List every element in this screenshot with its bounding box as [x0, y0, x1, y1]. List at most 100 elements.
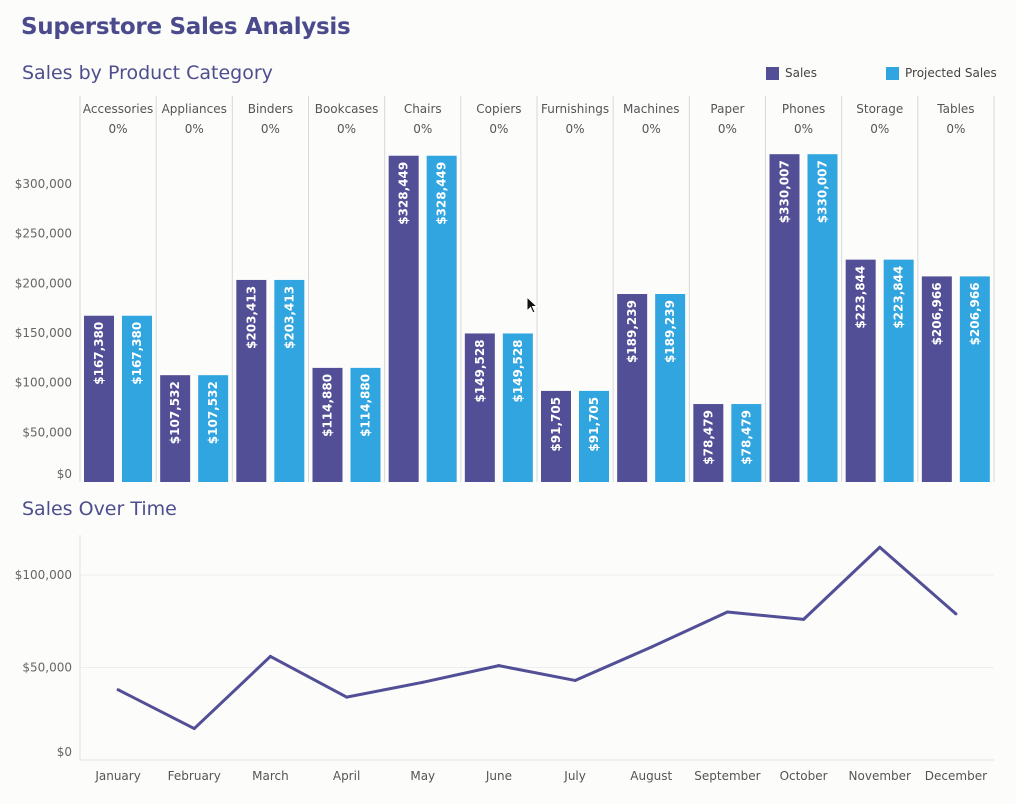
y-tick-label: $200,000	[15, 276, 72, 290]
category-percent-label: 0%	[566, 122, 585, 136]
bar-projected-sales[interactable]	[426, 155, 457, 482]
line-point[interactable]	[116, 688, 120, 692]
bar-sales[interactable]	[769, 154, 800, 482]
category-percent-label: 0%	[413, 122, 432, 136]
category-label: Storage	[856, 102, 903, 116]
bar-sales[interactable]	[84, 315, 114, 482]
line-point[interactable]	[573, 678, 577, 682]
bar-sales[interactable]	[388, 155, 419, 482]
bar-sales[interactable]	[693, 404, 724, 482]
category-percent-label: 0%	[261, 122, 280, 136]
x-tick-label: April	[333, 769, 360, 783]
line-point[interactable]	[421, 680, 425, 684]
category-percent-label: 0%	[946, 122, 965, 136]
bar-value-label: $114,880	[321, 374, 335, 437]
category-percent-label: 0%	[185, 122, 204, 136]
line-point[interactable]	[497, 664, 501, 668]
bar-projected-sales[interactable]	[883, 259, 914, 482]
category-percent-label: 0%	[642, 122, 661, 136]
bar-projected-sales[interactable]	[579, 390, 609, 482]
category-label: Paper	[710, 102, 744, 116]
line-point[interactable]	[268, 654, 272, 658]
bar-value-label: $328,449	[435, 162, 449, 225]
bar-projected-sales[interactable]	[198, 375, 229, 482]
mouse-cursor-icon	[526, 296, 539, 314]
category-percent-label: 0%	[794, 122, 813, 136]
category-label: Accessories	[83, 102, 153, 116]
category-label: Tables	[936, 102, 974, 116]
category-percent-label: 0%	[489, 122, 508, 136]
bar-sales[interactable]	[236, 279, 267, 482]
line-point[interactable]	[878, 545, 882, 549]
y-tick-label: $300,000	[15, 177, 72, 191]
category-label: Copiers	[476, 102, 521, 116]
bar-projected-sales[interactable]	[959, 276, 990, 482]
bar-value-label: $149,528	[473, 339, 487, 402]
x-tick-label: May	[410, 769, 435, 783]
category-label: Appliances	[162, 102, 227, 116]
bar-chart-title: Sales by Product Category	[22, 62, 273, 84]
legend-label-sales: Sales	[785, 66, 817, 80]
bar-projected-sales[interactable]	[502, 333, 533, 482]
bar-value-label: $107,532	[206, 381, 220, 444]
bar-projected-sales[interactable]	[274, 279, 305, 482]
legend-item-projected-sales[interactable]: Projected Sales	[886, 66, 997, 80]
bar-sales[interactable]	[464, 333, 495, 482]
x-tick-label: June	[485, 769, 512, 783]
line-point[interactable]	[954, 612, 958, 616]
bar-value-label: $78,479	[701, 410, 715, 465]
bar-sales[interactable]	[845, 259, 876, 482]
bar-projected-sales[interactable]	[807, 154, 838, 482]
bar-value-label: $330,007	[778, 160, 792, 223]
bar-value-label: $91,705	[587, 397, 601, 452]
bar-value-label: $114,880	[359, 374, 373, 437]
bar-value-label: $167,380	[130, 322, 144, 385]
bar-projected-sales[interactable]	[122, 315, 152, 482]
bar-projected-sales[interactable]	[731, 404, 762, 482]
category-percent-label: 0%	[870, 122, 889, 136]
bar-value-label: $189,239	[625, 300, 639, 363]
bar-sales[interactable]	[312, 367, 343, 482]
y-tick-label: $150,000	[15, 326, 72, 340]
bar-value-label: $91,705	[549, 397, 563, 452]
bar-value-label: $223,844	[854, 266, 868, 329]
x-tick-label: August	[630, 769, 672, 783]
legend-swatch-sales	[766, 66, 779, 80]
x-tick-label: January	[94, 769, 141, 783]
bar-value-label: $206,966	[930, 282, 944, 345]
line-chart-title: Sales Over Time	[22, 498, 177, 520]
bar-sales[interactable]	[921, 276, 952, 482]
bar-sales[interactable]	[541, 390, 571, 482]
legend-swatch-projected-sales	[886, 66, 899, 80]
line-point[interactable]	[345, 695, 349, 699]
line-point[interactable]	[649, 645, 653, 649]
category-percent-label: 0%	[337, 122, 356, 136]
bar-value-label: $206,966	[968, 282, 982, 345]
y-tick-label: $250,000	[15, 227, 72, 241]
category-label: Chairs	[404, 102, 442, 116]
bar-value-label: $189,239	[663, 300, 677, 363]
legend-item-sales[interactable]: Sales	[766, 66, 817, 80]
y-tick-label: $50,000	[22, 425, 72, 439]
bar-sales[interactable]	[160, 375, 191, 482]
x-tick-label: July	[563, 769, 586, 783]
category-percent-label: 0%	[718, 122, 737, 136]
line-point[interactable]	[192, 727, 196, 731]
x-tick-label: November	[849, 769, 911, 783]
bar-sales[interactable]	[617, 294, 648, 482]
y-tick-label: $50,000	[22, 661, 72, 675]
bar-value-label: $223,844	[892, 266, 906, 329]
bar-projected-sales[interactable]	[655, 294, 686, 482]
bar-projected-sales[interactable]	[350, 367, 381, 482]
bar-value-label: $203,413	[282, 286, 296, 349]
category-label: Binders	[248, 102, 293, 116]
category-label: Machines	[623, 102, 679, 116]
line-point[interactable]	[802, 617, 806, 621]
line-point[interactable]	[725, 610, 729, 614]
y-tick-label: $100,000	[15, 568, 72, 582]
category-label: Furnishings	[541, 102, 609, 116]
sales-line[interactable]	[117, 545, 957, 731]
bar-value-label: $149,528	[511, 339, 525, 402]
bar-value-label: $328,449	[397, 162, 411, 225]
y-tick-label: $0	[57, 467, 72, 481]
